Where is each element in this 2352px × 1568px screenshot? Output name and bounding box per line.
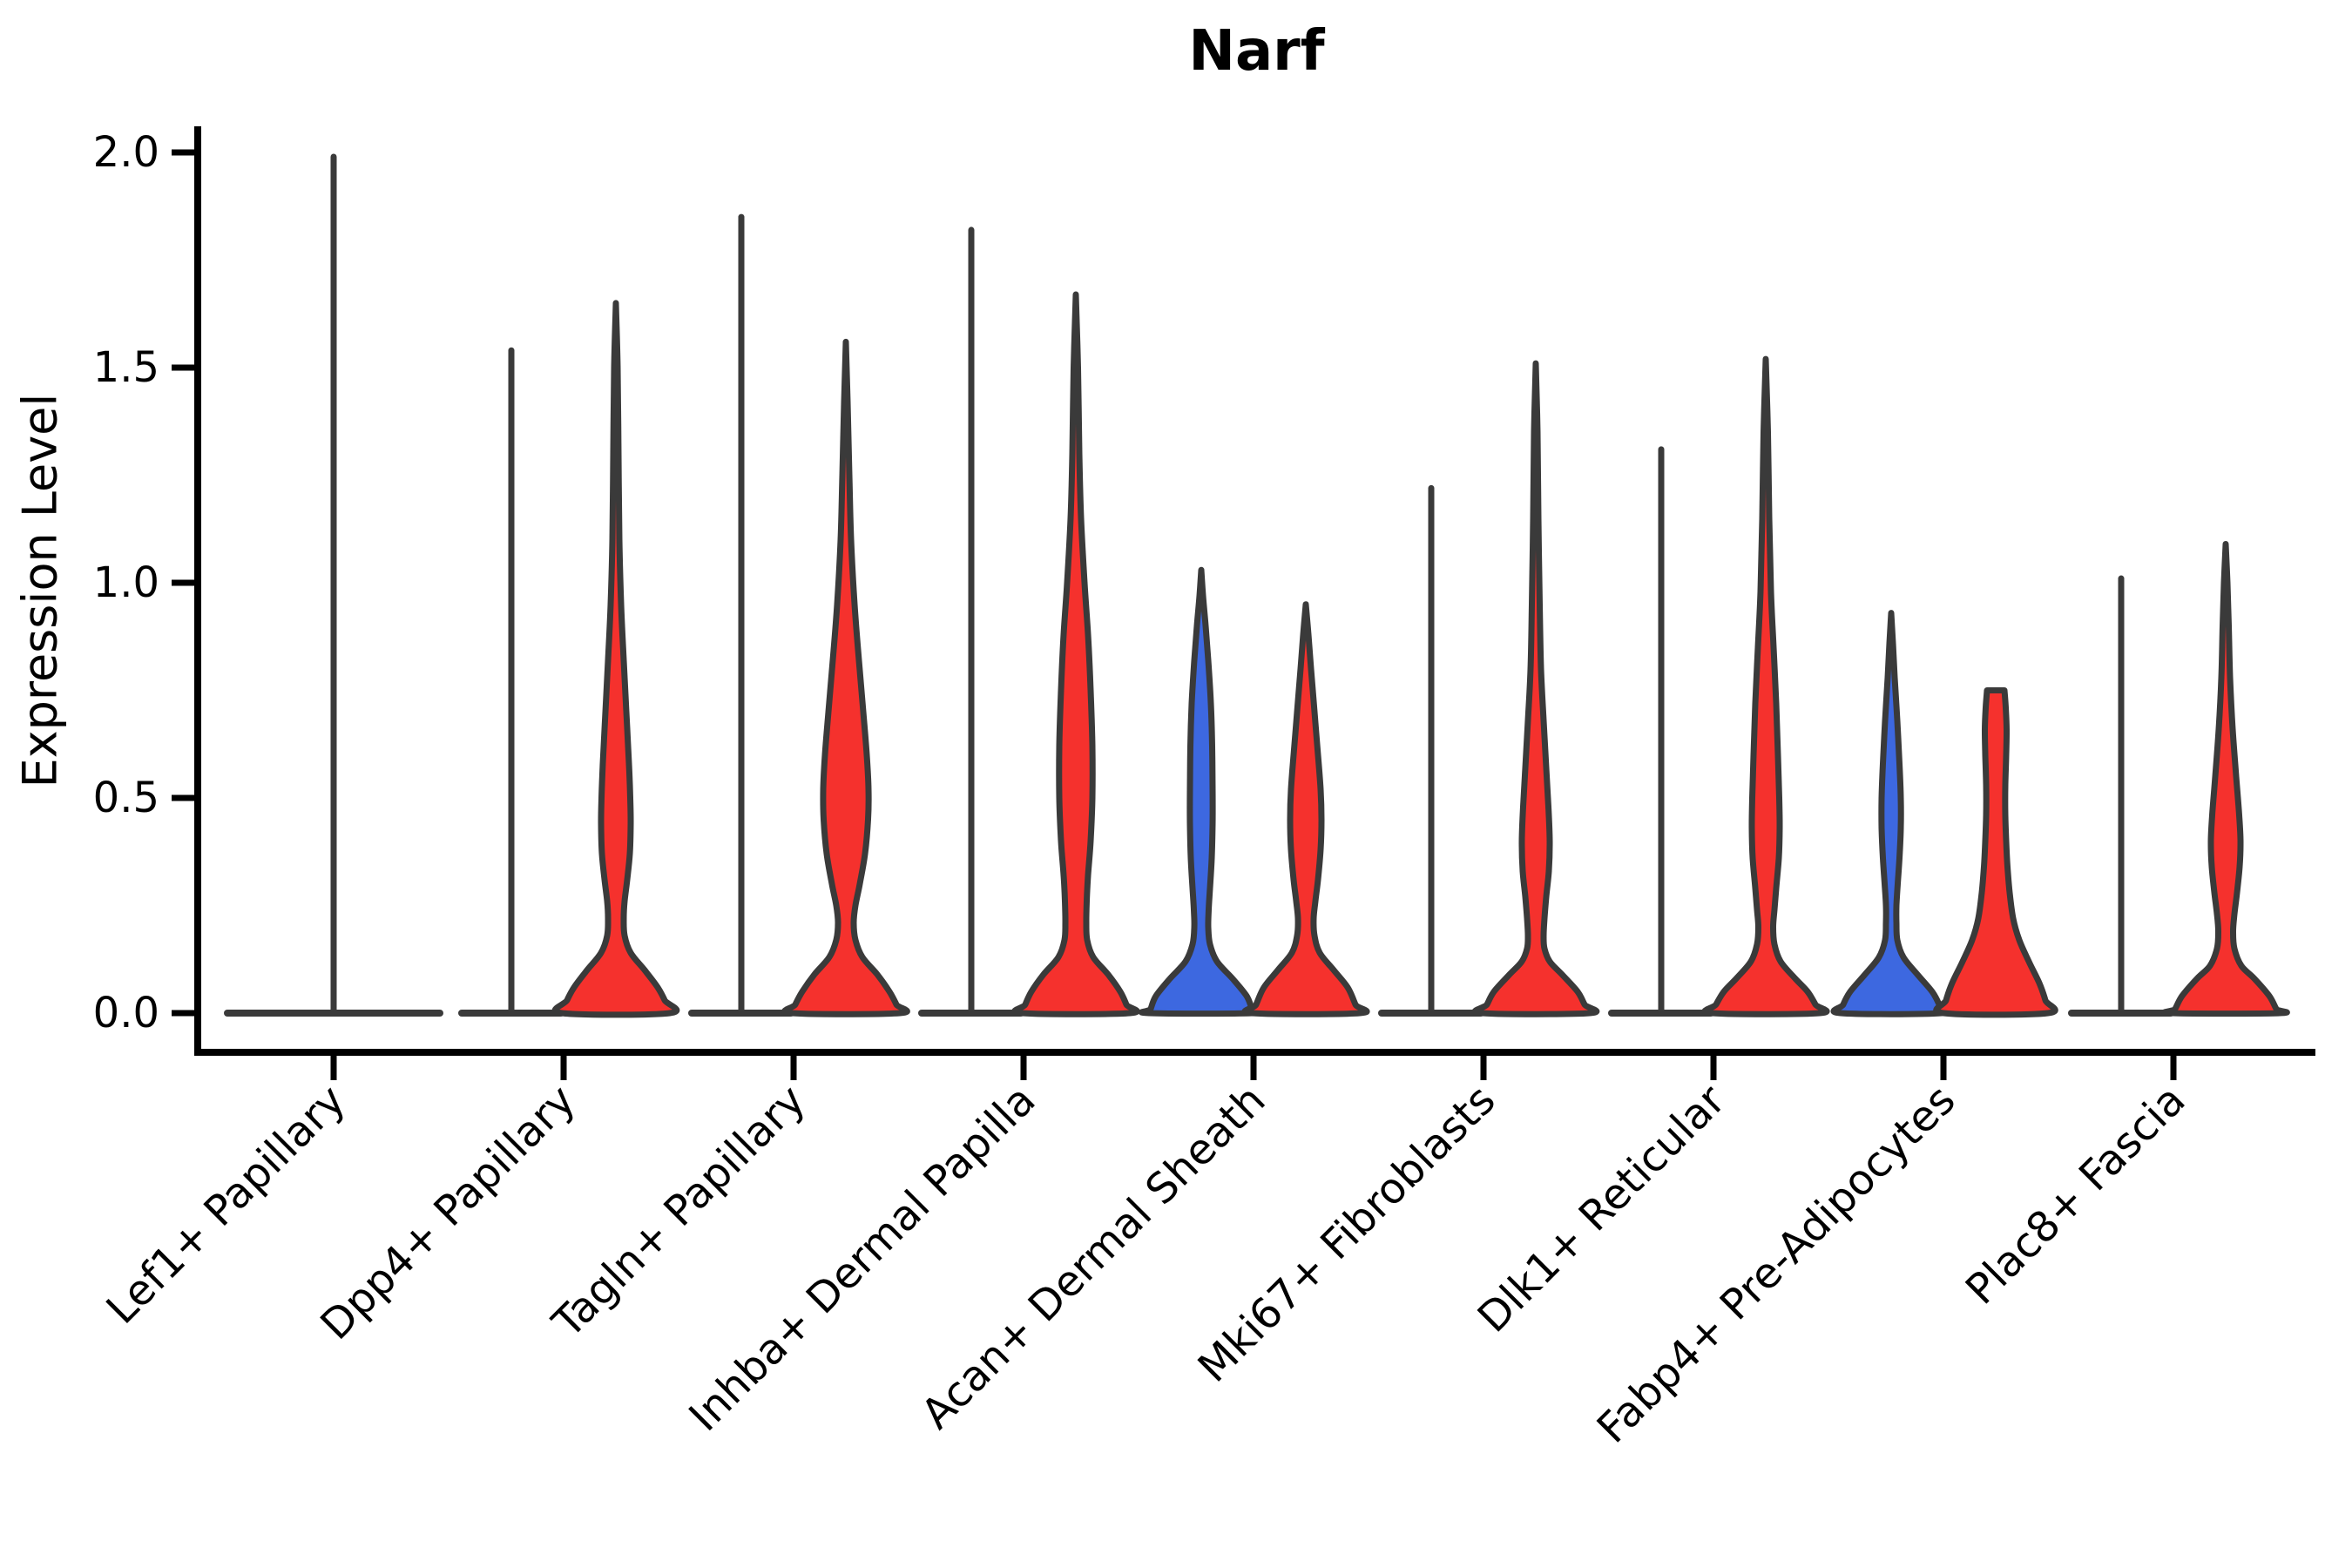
x-tick-label: Plac8+ Fascia — [1957, 1076, 2195, 1315]
violin-red — [1241, 601, 1370, 1017]
violin-red — [1471, 360, 1600, 1017]
violin-blue — [1830, 610, 1952, 1017]
x-tick-label: Lef1+ Papillary — [98, 1076, 355, 1334]
y-tick-label: 1.0 — [93, 558, 159, 607]
violin-red — [1011, 291, 1140, 1017]
x-tick-label: Dpp4+ Papillary — [311, 1076, 585, 1349]
violin-red — [1701, 355, 1830, 1017]
violin-red — [1933, 687, 2058, 1018]
y-tick-label: 1.5 — [93, 343, 159, 392]
x-tick-label: Dlk1+ Reticular — [1469, 1076, 1735, 1342]
y-axis-label: Expression Level — [12, 393, 68, 788]
x-tick-label: Tagln+ Papillary — [543, 1076, 814, 1348]
violin-red — [781, 338, 910, 1017]
violin-blue — [1139, 566, 1264, 1017]
violin-red — [551, 300, 680, 1018]
y-tick-label: 2.0 — [93, 128, 159, 177]
y-tick-label: 0.5 — [93, 774, 159, 822]
y-tick-label: 0.0 — [93, 989, 159, 1037]
plot-title: Narf — [1188, 19, 1325, 84]
violin-red — [2161, 541, 2290, 1017]
